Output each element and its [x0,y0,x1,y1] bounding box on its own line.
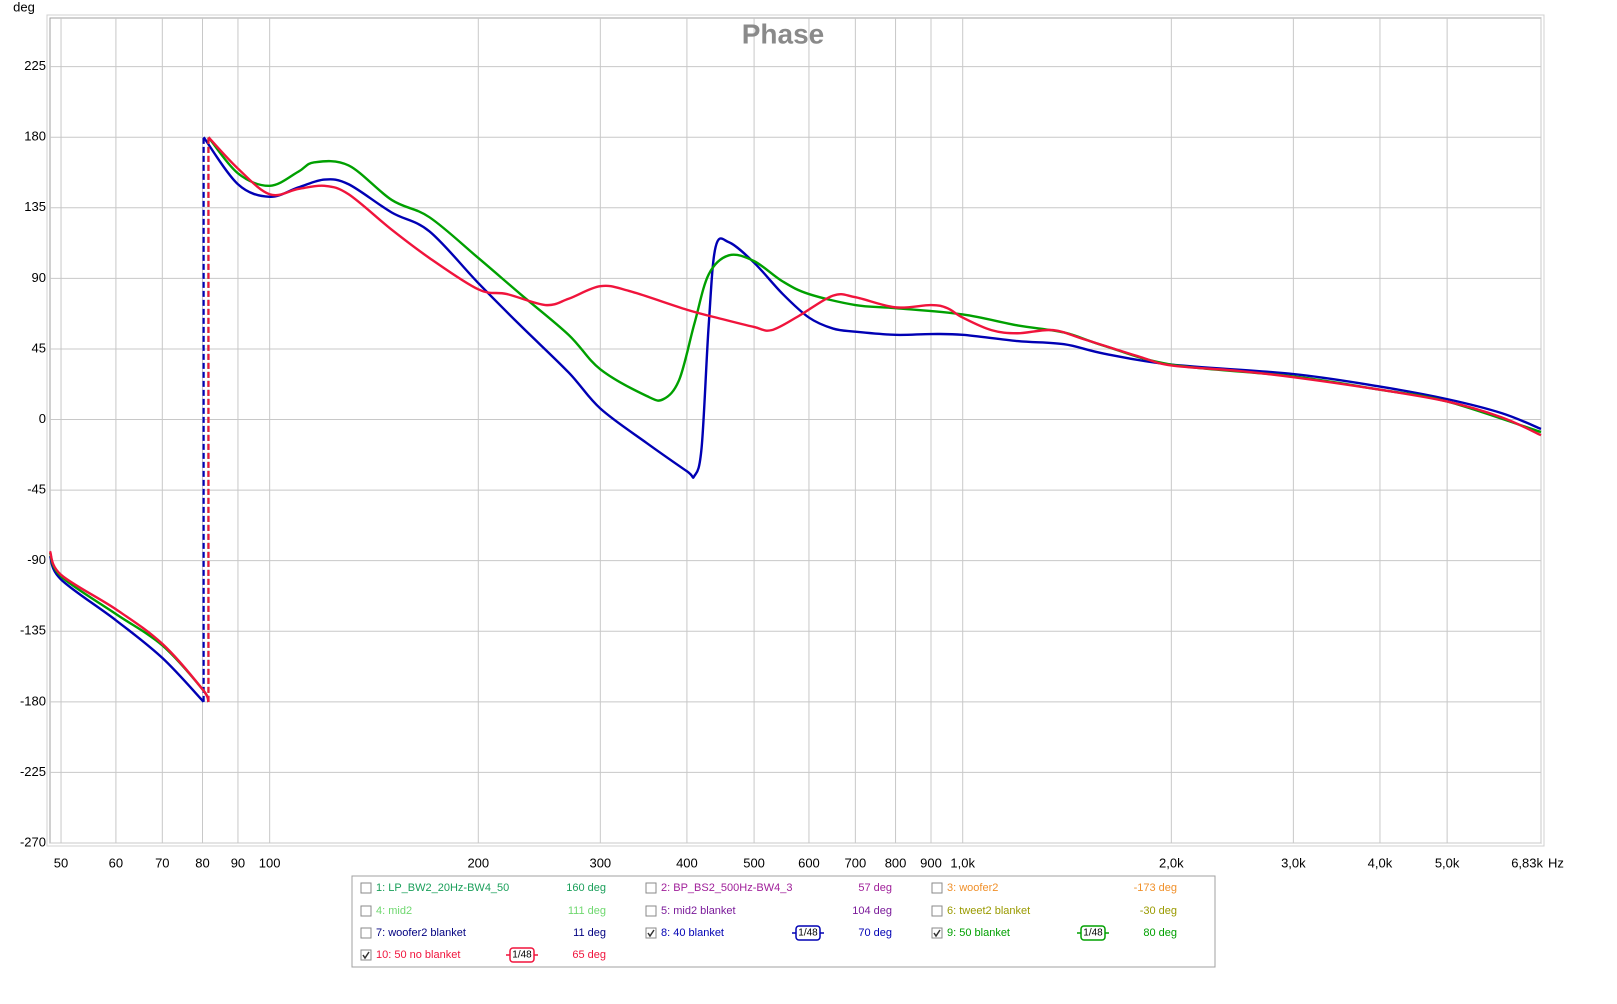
grid [50,18,1542,844]
y-tick-label: -180 [20,693,46,708]
x-tick-label: 500 [743,855,765,870]
smoothing-icon [1080,925,1106,941]
legend-readout: 160 deg [566,882,606,894]
legend-box [351,875,1216,968]
x-axis-label: Hz [1548,855,1564,870]
y-tick-label: 180 [24,129,46,144]
curves [48,136,1542,703]
y-tick-label: 225 [24,58,46,73]
smoothing-icon [509,947,535,963]
smoothing-label: 1/48 [1083,928,1103,939]
phase-curve [202,136,1542,479]
legend-checkbox[interactable] [645,927,657,939]
smoothing-label: 1/48 [798,928,818,939]
y-tick-label: -135 [20,623,46,638]
x-tick-label: 60 [109,855,123,870]
legend-entry: 10: 50 no blanket [376,949,460,961]
smoothing-icon [795,925,821,941]
x-tick-label: 200 [467,855,489,870]
legend-readout: 80 deg [1143,927,1177,939]
y-tick-label: -90 [27,552,46,567]
y-tick-label: -225 [20,764,46,779]
y-tick-label: -45 [27,482,46,497]
checkbox-check [647,929,655,938]
legend-entry: 4: mid2 [376,905,412,917]
x-tick-label: 90 [231,855,245,870]
legend-entry: 7: woofer2 blanket [376,927,466,939]
phase-curve [48,550,210,703]
y-tick-label: 90 [32,270,46,285]
legend-checkbox[interactable] [360,882,372,894]
x-tick-label: 70 [155,855,169,870]
x-tick-label: 3,0k [1281,855,1306,870]
x-tick-label: 2,0k [1159,855,1184,870]
x-tick-label: 1,0k [950,855,975,870]
x-tick-label: 50 [54,855,68,870]
checkbox-check [933,929,941,938]
x-tick-label: 80 [195,855,209,870]
legend-readout: 11 deg [573,927,606,939]
plot-frame [46,14,1545,847]
phase-curve [48,555,205,703]
legend-entry: 9: 50 blanket [947,927,1010,939]
checkbox-check [362,951,370,960]
legend-checkbox[interactable] [645,905,657,917]
x-tick-label: 600 [798,855,820,870]
legend-entry: 5: mid2 blanket [661,905,736,917]
x-tick-label: 700 [845,855,867,870]
legend-entry: 2: BP_BS2_500Hz-BW4_3 [661,882,792,894]
y-tick-label: 135 [24,199,46,214]
legend-entry: 3: woofer2 [947,882,998,894]
legend-entry: 1: LP_BW2_20Hz-BW4_50 [376,882,509,894]
legend-readout: 104 deg [852,905,892,917]
legend-checkbox[interactable] [360,927,372,939]
legend-entry: 8: 40 blanket [661,927,724,939]
legend-checkbox[interactable] [645,882,657,894]
x-tick-label: 300 [589,855,611,870]
y-tick-label: 45 [32,340,46,355]
legend-checkbox[interactable] [360,905,372,917]
phase-curve [207,136,1542,437]
legend-entry: 6: tweet2 blanket [947,905,1030,917]
smoothing-label: 1/48 [512,950,532,961]
legend-checkbox[interactable] [931,905,943,917]
legend-readout: 70 deg [858,927,892,939]
plot-area [49,17,1542,844]
y-tick-label: 0 [39,411,46,426]
x-tick-label: 800 [885,855,907,870]
y-axis-label: deg [13,0,35,14]
x-tick-label: 400 [676,855,698,870]
x-tick-label: 100 [259,855,281,870]
legend-checkbox[interactable] [360,949,372,961]
legend-readout: 57 deg [858,882,892,894]
legend-readout: -173 deg [1134,882,1177,894]
chart-title: Phase [742,18,825,49]
legend: 1: LP_BW2_20Hz-BW4_50 160 deg 2: BP_BS2_50… [360,882,1177,963]
legend-checkbox[interactable] [931,882,943,894]
x-tick-label: 6,83k [1511,855,1543,870]
legend-readout: 65 deg [572,949,606,961]
legend-readout: -30 deg [1140,905,1177,917]
x-tick-label: 5,0k [1435,855,1460,870]
y-tick-label: -270 [20,834,46,849]
legend-checkbox[interactable] [931,927,943,939]
x-tick-label: 900 [920,855,942,870]
legend-readout: 111 deg [568,905,606,917]
x-tick-label: 4,0k [1368,855,1393,870]
